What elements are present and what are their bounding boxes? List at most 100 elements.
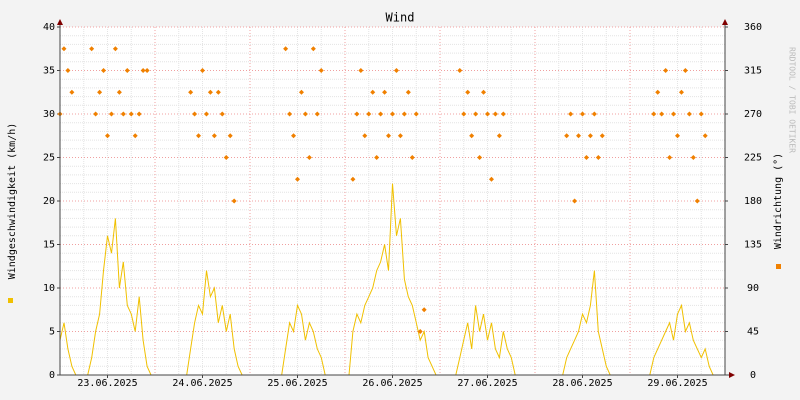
direction-point: [295, 176, 300, 182]
direction-point: [417, 329, 423, 334]
direction-point: [65, 68, 71, 73]
direction-point: [358, 68, 364, 73]
y2-tick-label: 45: [747, 327, 759, 338]
direction-point: [401, 111, 407, 117]
direction-point: [378, 111, 384, 117]
direction-point: [477, 155, 483, 160]
direction-point: [663, 68, 669, 73]
y-tick-label: 15: [43, 240, 55, 251]
direction-point: [682, 68, 688, 73]
direction-point: [124, 68, 130, 73]
grid: [57, 26, 728, 378]
direction-point: [366, 111, 372, 117]
axis-arrow: [729, 372, 735, 378]
direction-point: [591, 111, 597, 117]
direction-point: [203, 111, 209, 117]
direction-point: [488, 176, 494, 182]
direction-point: [500, 111, 506, 117]
direction-point: [144, 68, 150, 73]
direction-point: [306, 155, 312, 160]
direction-point: [370, 89, 376, 95]
y2-tick-label: 225: [744, 153, 762, 164]
direction-point: [675, 133, 680, 139]
axis-arrow: [57, 19, 63, 25]
x-tick-label: 25.06.2025: [267, 378, 327, 389]
direction-point: [583, 155, 589, 160]
direction-point: [362, 133, 368, 139]
y2-tick-label: 135: [744, 240, 762, 251]
direction-point: [219, 111, 225, 117]
x-tick-label: 24.06.2025: [172, 378, 232, 389]
y2-axis-label: Windrichtung (°): [773, 153, 784, 249]
direction-point: [568, 111, 574, 117]
direction-point: [61, 46, 67, 52]
y-tick-label: 25: [43, 153, 55, 164]
direction-point: [283, 46, 289, 52]
direction-point: [572, 198, 578, 204]
direction-point: [350, 176, 356, 182]
y2-tick-label: 180: [744, 196, 762, 207]
watermark: RRDTOOL / TOBI OETIKER: [788, 47, 797, 153]
direction-point: [105, 133, 110, 139]
direction-point: [314, 111, 320, 117]
legend-swatch: [8, 298, 13, 303]
x-tick-label: 27.06.2025: [457, 378, 517, 389]
direction-point: [496, 133, 502, 139]
y2-tick-label: 270: [744, 109, 762, 120]
direction-point: [132, 133, 138, 139]
direction-point: [587, 133, 593, 139]
axes: [57, 19, 735, 378]
direction-point: [651, 111, 657, 117]
legend-swatch: [776, 264, 781, 269]
direction-point: [413, 111, 419, 117]
direction-point: [298, 89, 304, 95]
direction-point: [227, 133, 233, 139]
direction-point: [667, 155, 673, 160]
y-tick-label: 40: [43, 22, 55, 33]
y-tick-label: 0: [49, 370, 55, 381]
y-axis-label: Windgeschwindigkeit (km/h): [7, 123, 18, 280]
direction-point: [473, 111, 479, 117]
y2-tick-label: 315: [744, 66, 762, 77]
direction-point: [576, 133, 582, 139]
y2-tick-label: 90: [747, 283, 759, 294]
direction-point: [382, 89, 388, 95]
direction-point: [318, 68, 324, 73]
direction-point: [140, 68, 146, 73]
direction-point: [192, 111, 198, 117]
direction-point: [678, 89, 684, 95]
axis-arrow: [722, 19, 728, 25]
y2-tick-label: 360: [744, 22, 762, 33]
direction-point: [302, 111, 308, 117]
direction-point: [188, 89, 194, 95]
direction-point: [393, 68, 399, 73]
direction-point: [671, 111, 677, 117]
direction-point: [211, 133, 217, 139]
direction-point: [492, 111, 498, 117]
direction-point: [128, 111, 134, 117]
direction-point: [374, 155, 380, 160]
direction-point: [231, 198, 237, 204]
direction-point: [116, 89, 122, 95]
x-tick-label: 28.06.2025: [552, 378, 612, 389]
y2-tick-label: 0: [750, 370, 756, 381]
direction-point: [386, 133, 392, 139]
direction-point: [659, 111, 665, 117]
direction-point: [97, 89, 103, 95]
direction-point: [69, 89, 75, 95]
direction-point: [101, 68, 107, 73]
direction-point: [287, 111, 293, 117]
direction-point: [200, 68, 205, 73]
direction-point: [599, 133, 605, 139]
chart-title: Wind: [386, 11, 415, 25]
x-tick-label: 29.06.2025: [647, 378, 707, 389]
direction-point: [595, 155, 601, 160]
y-tick-label: 10: [43, 283, 55, 294]
direction-point: [469, 133, 475, 139]
direction-point: [291, 133, 297, 139]
direction-point: [196, 133, 202, 139]
direction-point: [698, 111, 704, 117]
direction-point: [457, 68, 463, 73]
direction-point: [655, 89, 661, 95]
